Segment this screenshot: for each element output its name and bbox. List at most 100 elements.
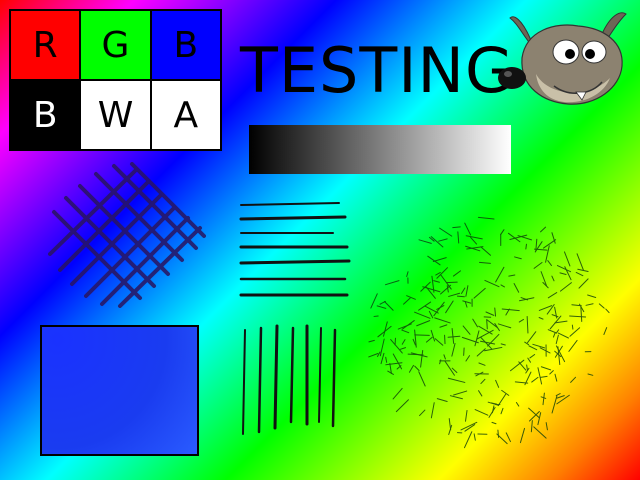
scribble-stroke	[537, 412, 542, 426]
scribble-splatter-area	[368, 216, 610, 449]
scribble-stroke	[556, 265, 572, 273]
scribble-stroke	[495, 266, 505, 283]
scribble-stroke	[384, 280, 400, 286]
scribble-stroke	[387, 370, 394, 375]
scribble-stroke	[370, 293, 378, 309]
scribble-stroke	[518, 318, 524, 323]
scribble-stroke	[568, 339, 578, 352]
gimp-mascot-icon	[498, 12, 627, 105]
scribble-stroke	[385, 356, 388, 363]
scribble-stroke	[559, 272, 567, 275]
color-swatch-grid: R G B B W A	[9, 9, 222, 151]
scribble-stroke	[401, 329, 410, 334]
scribble-stroke	[449, 395, 463, 400]
scribble-stroke	[448, 418, 452, 431]
scribble-stroke	[496, 433, 508, 445]
scribble-stroke	[551, 395, 558, 414]
scribble-stroke	[476, 348, 486, 357]
scribble-stroke	[545, 245, 550, 263]
scribble-stroke	[424, 305, 439, 314]
scribble-stroke	[488, 407, 496, 418]
scribble-stroke	[406, 271, 409, 278]
scribble-stroke	[556, 394, 570, 405]
scribble-stroke	[418, 371, 426, 387]
scribble-stroke	[412, 338, 416, 346]
scribble-stroke	[549, 370, 554, 375]
scribble-stroke	[505, 432, 511, 443]
scribble-stroke	[576, 253, 584, 271]
scribble-stroke	[526, 331, 537, 344]
scribble-stroke	[434, 338, 444, 346]
vertical-brush-strokes	[242, 324, 337, 435]
scribble-stroke	[554, 373, 558, 382]
scribble-stroke	[533, 426, 547, 439]
scribble-stroke	[528, 407, 540, 419]
scribble-stroke	[513, 283, 520, 293]
scribble-stroke	[440, 284, 452, 295]
scribble-stroke	[434, 317, 451, 324]
scribble-stroke	[425, 336, 433, 343]
scribble-stroke	[389, 362, 392, 375]
scribble-stroke	[430, 236, 444, 248]
swatch-cell-r: R	[10, 10, 81, 80]
scribble-stroke	[466, 246, 484, 250]
scribble-stroke	[551, 314, 559, 318]
scribble-stroke	[451, 367, 458, 374]
scribble-stroke	[443, 354, 446, 360]
scribble-stroke	[439, 227, 453, 237]
scribble-stroke	[577, 268, 589, 273]
scribble-stroke	[464, 424, 476, 432]
scribble-stroke	[462, 300, 472, 304]
scribble-stroke	[447, 335, 461, 338]
scribble-stroke	[465, 355, 471, 362]
scribble-stroke	[435, 271, 441, 276]
scribble-stroke	[376, 305, 387, 309]
scribble-stroke	[474, 409, 489, 416]
scribble-stroke	[414, 329, 417, 348]
scribble-stroke	[383, 300, 394, 311]
swatch-cell-black: B	[10, 80, 81, 150]
scribble-stroke	[447, 377, 466, 383]
scribble-stroke	[535, 238, 538, 252]
scribble-stroke	[472, 318, 478, 328]
scribble-stroke	[500, 284, 505, 288]
scribble-stroke	[501, 308, 520, 312]
scribble-stroke	[430, 329, 436, 342]
scribble-stroke	[525, 243, 527, 250]
scribble-stroke	[490, 402, 498, 405]
scribble-stroke	[401, 320, 415, 330]
scribble-stroke	[487, 333, 500, 347]
swatch-label: B	[32, 94, 58, 136]
scribble-stroke	[385, 362, 403, 366]
swatch-label: G	[101, 24, 130, 66]
scribble-stroke	[585, 303, 594, 306]
scribble-stroke	[416, 320, 431, 327]
crosshatch-brush-strokes	[48, 162, 206, 308]
swatch-cell-b: B	[150, 10, 221, 80]
scribble-stroke	[451, 328, 455, 344]
scribble-stroke	[457, 231, 460, 244]
scribble-stroke	[508, 274, 516, 277]
scribble-stroke	[500, 343, 506, 346]
page-title: TESTING	[240, 34, 514, 107]
scribble-stroke	[524, 371, 532, 386]
scribble-stroke	[580, 306, 583, 322]
scribble-stroke	[465, 409, 468, 422]
scribble-stroke	[509, 234, 528, 240]
scribble-stroke	[390, 339, 403, 354]
scribble-stroke	[539, 375, 548, 378]
scribble-stroke	[507, 232, 521, 243]
scribble-stroke	[486, 319, 498, 328]
scribble-stroke	[401, 339, 406, 345]
scribble-stroke	[439, 359, 442, 365]
scribble-stroke	[509, 359, 525, 372]
scribble-stroke	[520, 297, 529, 301]
scribble-stroke	[569, 327, 581, 337]
scribble-stroke	[494, 307, 497, 317]
scribble-stroke	[500, 229, 505, 236]
scribble-stroke	[530, 420, 533, 433]
scribble-stroke	[605, 308, 610, 314]
scribble-stroke	[479, 261, 491, 264]
scribble-stroke	[406, 295, 416, 300]
swatch-cell-g: G	[80, 10, 151, 80]
